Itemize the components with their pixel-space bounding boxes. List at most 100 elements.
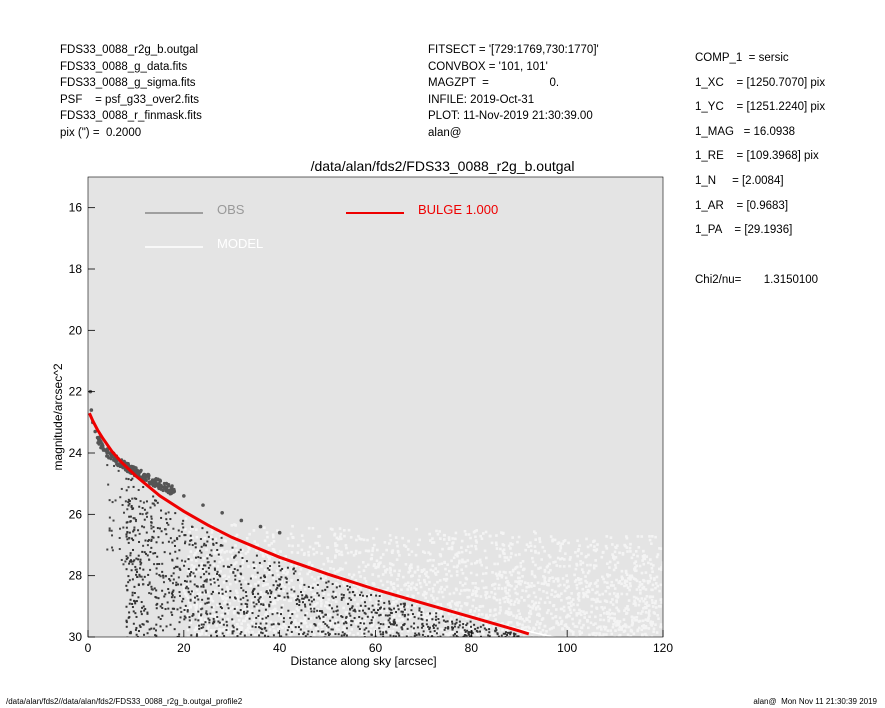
obs-light-point [481,579,484,583]
obs-light-point [533,627,537,631]
obs-light-point [196,592,200,596]
obs-dark-point [132,529,135,532]
obs-dark-point [379,613,382,616]
obs-dark-point [649,651,651,653]
obs-light-point [530,570,534,573]
obs-dark-point [498,644,500,646]
obs-dark-point [156,637,158,639]
obs-light-point [380,609,383,613]
obs-light-point [630,574,634,578]
obs-light-point [407,570,410,574]
obs-light-point [199,591,203,594]
obs-dark-point [119,527,122,530]
obs-light-point [395,604,398,607]
obs-dark-point [335,610,338,613]
obs-dark-point [648,653,650,655]
obs-dark-point [128,579,131,582]
obs-light-point [565,625,569,629]
obs-dark-point [225,580,228,583]
obs-light-point [271,610,275,613]
obs-light-point [277,628,280,631]
obs-light-point [468,551,472,554]
y-tick-label: 28 [69,569,83,583]
obs-dark-point [340,593,343,596]
obs-light-point [599,614,602,617]
obs-dark-point [263,575,266,578]
obs-light-point [324,576,328,579]
obs-dark-point [159,605,162,608]
obs-light-point [564,623,568,626]
obs-light-point [363,577,367,580]
obs-dark-point [143,508,146,511]
obs-light-point [504,586,507,590]
obs-dark-point [271,574,274,577]
obs-light-point [208,639,211,642]
obs-dark-point [210,549,213,552]
obs-dark-point [401,610,404,613]
obs-light-point [428,580,431,584]
obs-dark-point [259,622,262,625]
obs-dark-point [363,632,366,635]
obs-dark-point [143,526,146,529]
obs-light-point [313,640,316,643]
obs-dark-point [605,650,607,652]
obs-dark-point [370,619,373,622]
obs-dark-point [621,653,623,655]
obs-dark-point [268,605,271,608]
obs-dark-point [251,612,254,615]
obs-light-point [650,567,654,570]
obs-light-point [393,569,396,573]
obs-light-point [403,626,407,630]
obs-dark-point [614,650,616,652]
obs-light-point [226,618,230,621]
obs-light-point [439,553,442,557]
obs-light-point [196,568,200,572]
obs-light-point [278,625,282,628]
obs-light-point [426,559,430,563]
obs-dark-point [133,585,136,588]
obs-light-point [416,591,420,595]
obs-light-point [448,603,452,607]
obs-dark-point [433,623,436,626]
obs-dark-point [512,644,514,646]
obs-light-point [385,639,388,642]
obs-dark-point [353,594,356,597]
obs-light-point [390,634,394,637]
obs-dark-point [606,649,608,651]
obs-dark-point [393,621,396,624]
obs-dark-point [206,597,209,600]
obs-dark-point [128,531,131,534]
obs-dark-point [395,635,398,637]
obs-dark-point [648,657,650,659]
obs-light-point [395,558,399,562]
obs-dark-point [353,608,356,611]
obs-light-point [541,617,545,620]
obs-dark-point [374,611,377,614]
obs-light-point [337,586,340,589]
obs-dark-point [221,644,223,646]
obs-light-point [325,628,329,632]
obs-dark-point [379,607,382,610]
obs-dark-point [150,539,153,542]
obs-dark-point [206,613,209,616]
obs-light-point [334,582,338,585]
obs-light-point [638,581,642,584]
obs-dark-point [398,634,401,637]
obs-dark-point [594,649,596,651]
obs-dark-point [329,639,331,641]
obs-light-point [646,581,650,585]
obs-dark-point [327,633,330,636]
param-line: COMP_1 = sersic [695,52,789,64]
obs-light-point [414,553,418,557]
obs-point [123,468,128,472]
obs-light-point [537,551,540,555]
obs-light-point [598,632,601,635]
obs-dark-point [550,647,552,649]
obs-light-point [361,631,364,635]
obs-dark-point [631,655,633,657]
obs-dark-point [326,624,329,627]
obs-light-point [327,593,330,596]
obs-light-point [645,594,649,598]
obs-dark-point [448,640,450,642]
obs-dark-point [265,622,268,625]
